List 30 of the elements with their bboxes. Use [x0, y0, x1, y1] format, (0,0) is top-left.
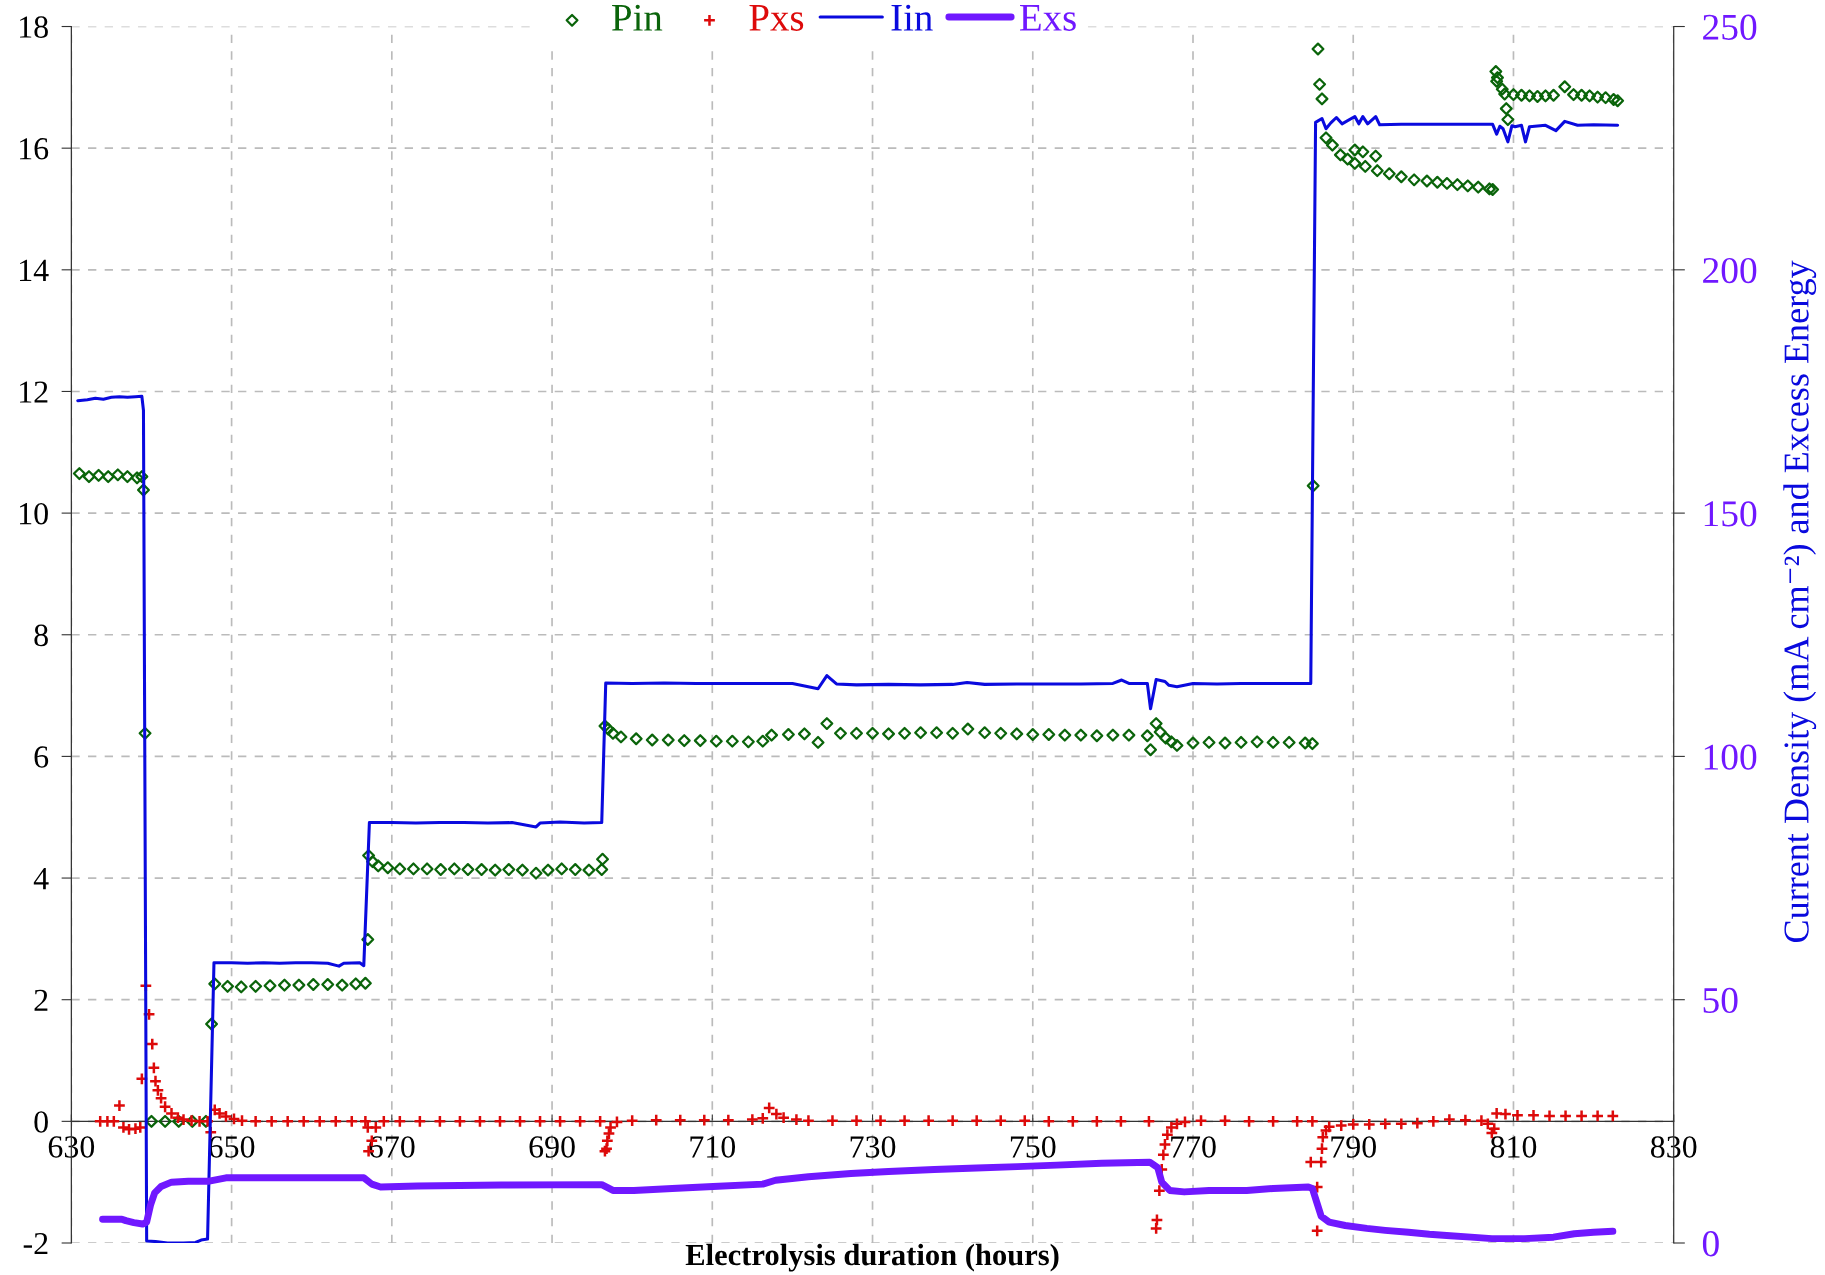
- y-tick-label: 16: [20, 138, 49, 160]
- y2-tick-label: 150: [1704, 501, 1757, 527]
- y-tick-label: 8: [34, 624, 48, 647]
- y-tick-label: 18: [20, 16, 48, 38]
- y-tick-label: 10: [20, 502, 48, 525]
- x-tick-label: 790: [1331, 1136, 1376, 1158]
- y2-tick-label: 100: [1704, 744, 1757, 770]
- y2-tick-label: 200: [1703, 257, 1757, 284]
- y-tick-label: 12: [20, 381, 48, 403]
- legend-label: Pxs: [749, 5, 804, 31]
- legend-label: Iin: [891, 4, 933, 31]
- y2-tick-label: 250: [1703, 14, 1757, 40]
- legend-label: Pin: [612, 4, 663, 31]
- y2-axis-title: Current Density (mA cm⁻²) and Excess Energy: [1783, 260, 1817, 942]
- y-tick-label: 0: [34, 1111, 48, 1133]
- x-tick-label: 710: [690, 1136, 736, 1158]
- legend-label: Exs: [1020, 5, 1076, 31]
- y-tick-label: 14: [20, 259, 49, 281]
- x-tick-label: 810: [1490, 1136, 1537, 1158]
- x-tick-label: 730: [850, 1136, 896, 1158]
- y-tick-label: 4: [33, 868, 49, 890]
- y-tick-label: -2: [23, 1232, 48, 1255]
- y-tick-label: 6: [34, 746, 49, 768]
- x-tick-label: 750: [1010, 1136, 1056, 1158]
- x-tick-label: 690: [529, 1136, 575, 1158]
- y2-tick-label: 0: [1702, 1231, 1719, 1257]
- x-axis-title: Electrolysis duration (hours): [685, 1243, 1059, 1272]
- y-tick-label: 2: [34, 989, 48, 1011]
- x-tick-label: 770: [1171, 1136, 1216, 1158]
- y2-tick-label: 50: [1703, 987, 1738, 1014]
